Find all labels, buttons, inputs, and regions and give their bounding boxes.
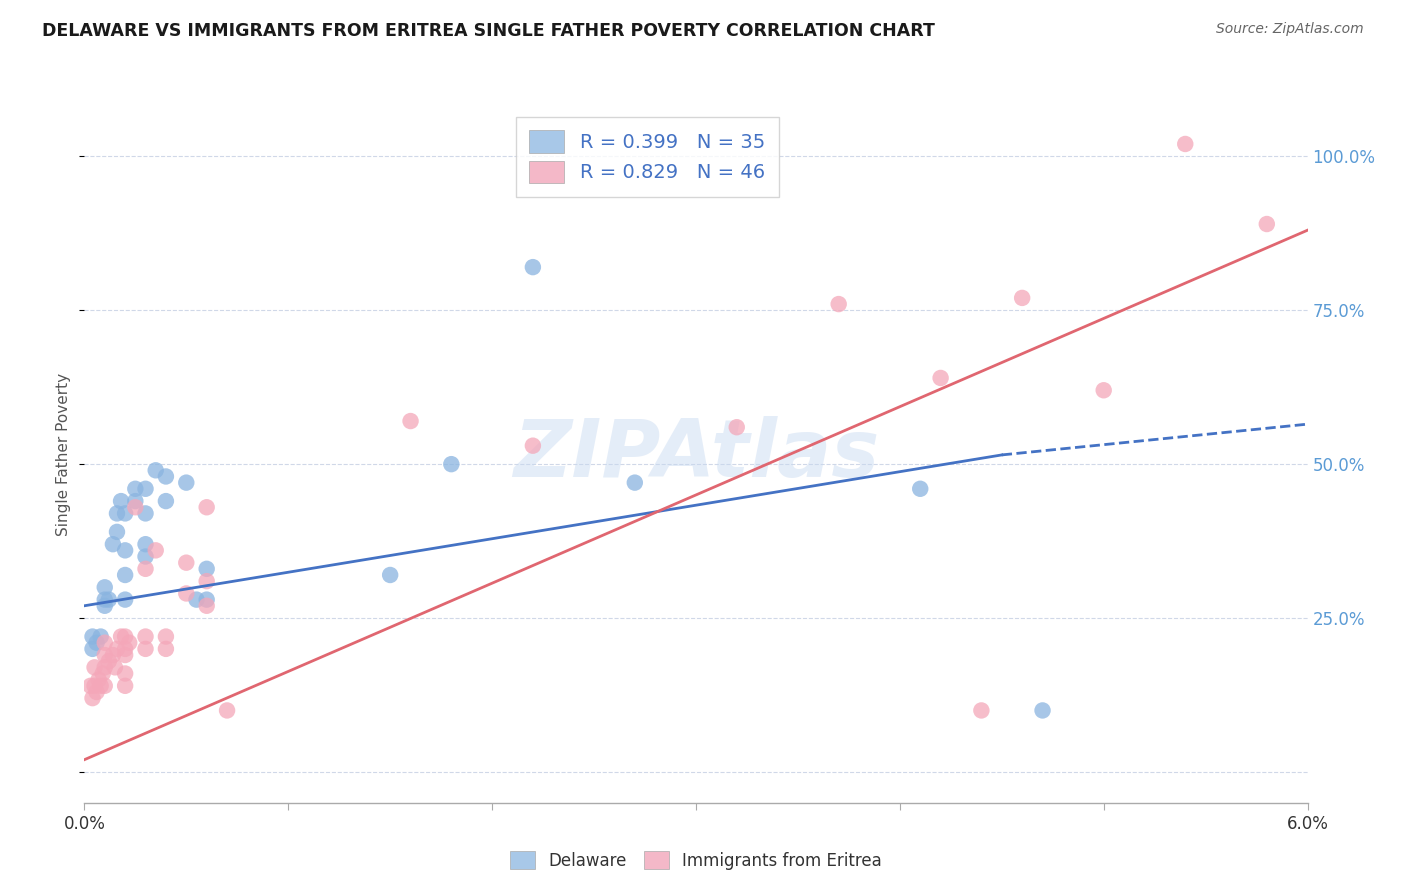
Point bbox=[93, 636, 117, 650]
Point bbox=[135, 562, 157, 576]
Point bbox=[186, 592, 208, 607]
Y-axis label: Single Father Poverty: Single Father Poverty bbox=[56, 374, 72, 536]
Point bbox=[135, 549, 157, 564]
Point bbox=[1011, 291, 1033, 305]
Point bbox=[195, 592, 218, 607]
Point bbox=[93, 592, 117, 607]
Point bbox=[828, 297, 851, 311]
Point bbox=[1174, 136, 1197, 151]
Point bbox=[118, 636, 141, 650]
Point bbox=[176, 556, 198, 570]
Point bbox=[105, 507, 128, 521]
Text: DELAWARE VS IMMIGRANTS FROM ERITREA SINGLE FATHER POVERTY CORRELATION CHART: DELAWARE VS IMMIGRANTS FROM ERITREA SING… bbox=[42, 22, 935, 40]
Point bbox=[110, 630, 132, 644]
Point bbox=[929, 371, 952, 385]
Point bbox=[93, 679, 117, 693]
Point bbox=[399, 414, 422, 428]
Point bbox=[124, 500, 146, 515]
Point bbox=[155, 494, 177, 508]
Point bbox=[970, 703, 993, 717]
Point bbox=[83, 660, 105, 674]
Point bbox=[93, 580, 117, 594]
Point bbox=[135, 537, 157, 551]
Point bbox=[155, 469, 177, 483]
Point bbox=[79, 679, 101, 693]
Point bbox=[114, 679, 136, 693]
Point bbox=[910, 482, 932, 496]
Point bbox=[725, 420, 748, 434]
Point bbox=[522, 260, 544, 274]
Point bbox=[97, 654, 120, 668]
Text: ZIPAtlas: ZIPAtlas bbox=[513, 416, 879, 494]
Point bbox=[105, 524, 128, 539]
Point bbox=[145, 543, 167, 558]
Point bbox=[83, 679, 105, 693]
Point bbox=[1032, 703, 1054, 717]
Point bbox=[195, 562, 218, 576]
Point bbox=[624, 475, 647, 490]
Point bbox=[91, 666, 114, 681]
Point bbox=[114, 641, 136, 656]
Point bbox=[86, 636, 108, 650]
Point bbox=[101, 648, 124, 662]
Point bbox=[1256, 217, 1278, 231]
Point bbox=[110, 494, 132, 508]
Point bbox=[90, 679, 112, 693]
Point bbox=[135, 482, 157, 496]
Point bbox=[114, 507, 136, 521]
Point bbox=[195, 500, 218, 515]
Point bbox=[135, 630, 157, 644]
Point bbox=[195, 599, 218, 613]
Point bbox=[93, 648, 117, 662]
Point bbox=[155, 641, 177, 656]
Point bbox=[82, 641, 104, 656]
Point bbox=[145, 463, 167, 477]
Point bbox=[1092, 384, 1115, 398]
Point bbox=[176, 475, 198, 490]
Point bbox=[105, 641, 128, 656]
Point bbox=[380, 568, 402, 582]
Point bbox=[101, 537, 124, 551]
Point bbox=[124, 494, 146, 508]
Point bbox=[97, 592, 120, 607]
Point bbox=[114, 648, 136, 662]
Text: Source: ZipAtlas.com: Source: ZipAtlas.com bbox=[1216, 22, 1364, 37]
Point bbox=[93, 599, 117, 613]
Point bbox=[135, 507, 157, 521]
Point bbox=[124, 482, 146, 496]
Point bbox=[82, 691, 104, 706]
Point bbox=[86, 685, 108, 699]
Point bbox=[114, 666, 136, 681]
Point bbox=[82, 630, 104, 644]
Point bbox=[176, 586, 198, 600]
Point bbox=[114, 630, 136, 644]
Point bbox=[217, 703, 239, 717]
Point bbox=[90, 630, 112, 644]
Point bbox=[87, 673, 110, 687]
Point bbox=[114, 592, 136, 607]
Point bbox=[114, 543, 136, 558]
Point bbox=[104, 660, 127, 674]
Point bbox=[93, 660, 117, 674]
Point bbox=[155, 630, 177, 644]
Legend: Delaware, Immigrants from Eritrea: Delaware, Immigrants from Eritrea bbox=[502, 843, 890, 878]
Point bbox=[522, 439, 544, 453]
Point bbox=[195, 574, 218, 589]
Point bbox=[440, 457, 463, 471]
Point bbox=[135, 641, 157, 656]
Point bbox=[114, 568, 136, 582]
